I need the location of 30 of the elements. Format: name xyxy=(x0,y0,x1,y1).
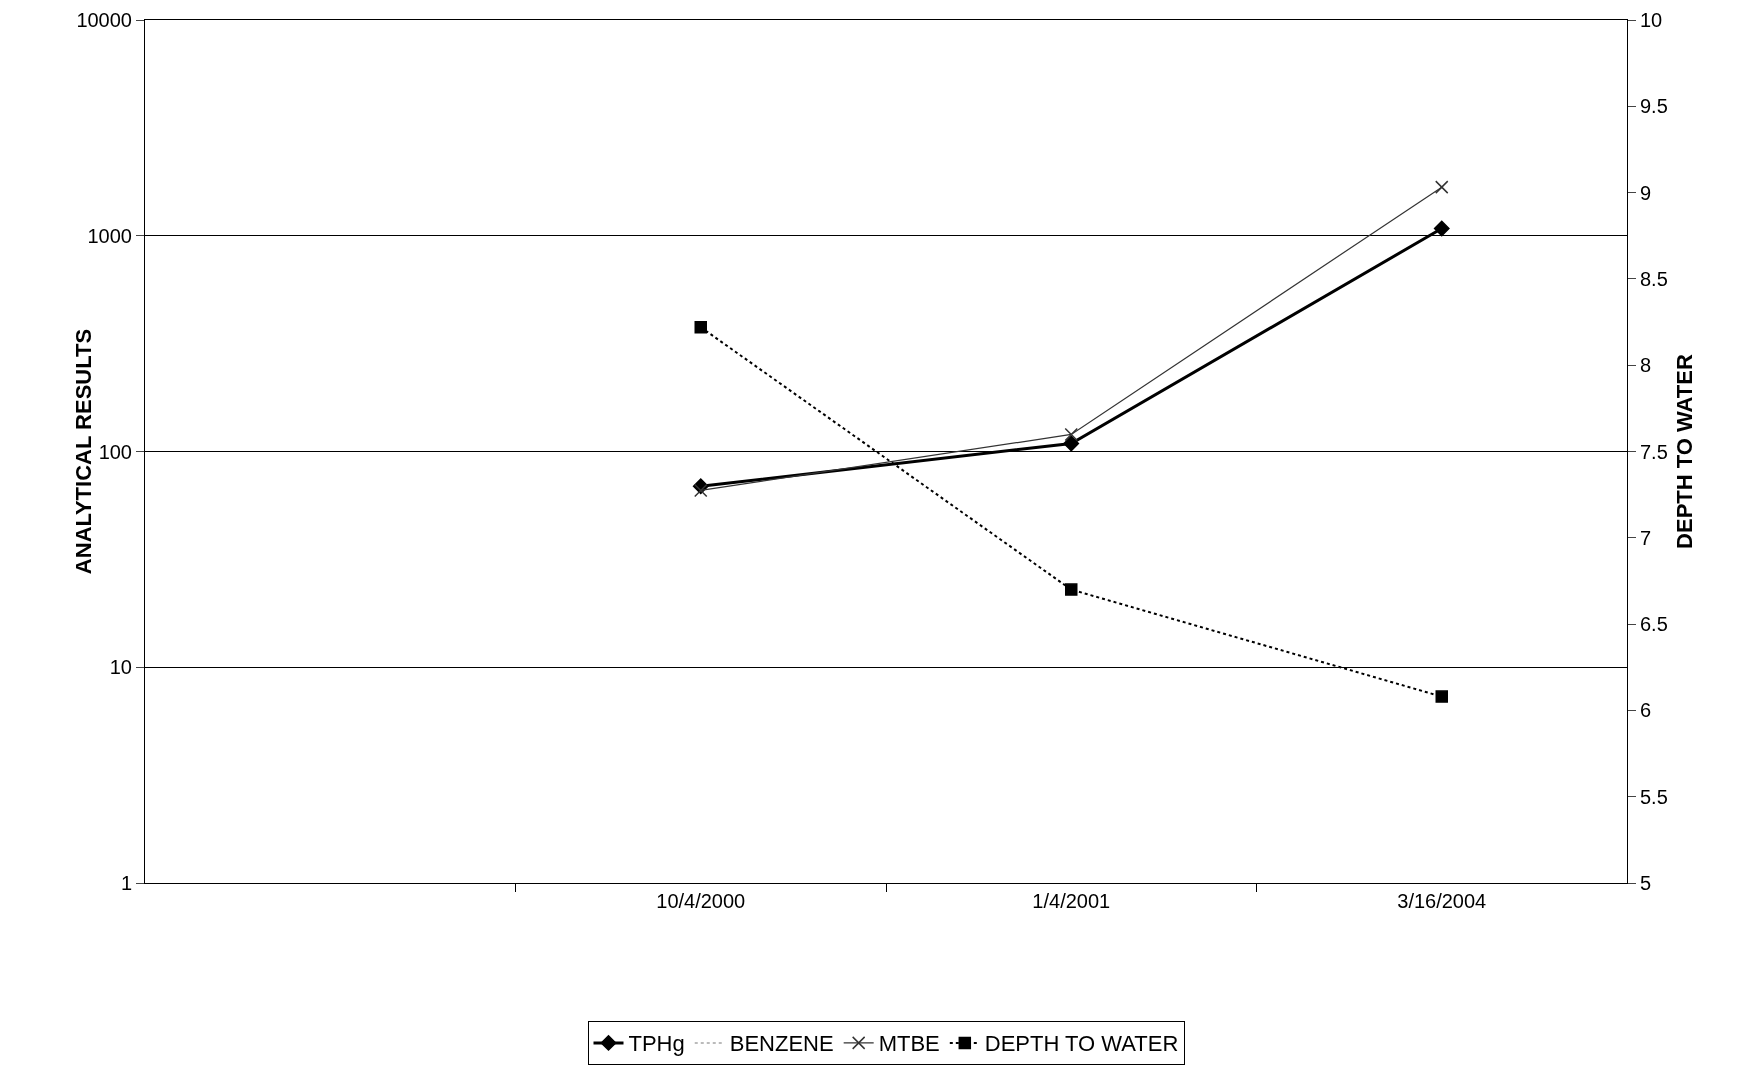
y2-axis-title: DEPTH TO WATER xyxy=(1672,354,1697,549)
point xyxy=(1435,180,1449,194)
legend-label: BENZENE xyxy=(729,1031,834,1057)
y2-tick-label: 6.5 xyxy=(1640,613,1668,636)
point xyxy=(694,483,708,498)
y2-tick-label: 10 xyxy=(1640,9,1663,31)
y2-tick-label: 7 xyxy=(1640,526,1652,549)
y-tick-label: 10000 xyxy=(76,9,132,31)
y2-tick-label: 7.5 xyxy=(1640,440,1668,463)
y2-tick-label: 8 xyxy=(1640,354,1652,377)
x-tick-label: 1/4/2001 xyxy=(1032,890,1111,912)
y2-tick-label: 9.5 xyxy=(1640,95,1668,118)
y-tick-label: 100 xyxy=(98,440,132,463)
y2-tick-label: 8.5 xyxy=(1640,267,1668,290)
y2-tick-label: 5.5 xyxy=(1640,785,1668,808)
point xyxy=(1064,427,1078,442)
x-tick-label: 10/4/2000 xyxy=(656,890,746,912)
y2-tick-label: 5 xyxy=(1640,872,1652,894)
legend-label: DEPTH TO WATER xyxy=(984,1031,1179,1057)
legend-label: TPHg xyxy=(628,1031,685,1057)
point xyxy=(1063,435,1080,452)
y-tick-label: 10 xyxy=(109,656,132,679)
y2-tick-label: 9 xyxy=(1640,181,1652,204)
y-tick-label: 1 xyxy=(120,872,132,894)
y-tick-label: 1000 xyxy=(87,224,132,247)
y-axis-title: ANALYTICAL RESULTS xyxy=(71,328,96,575)
point xyxy=(1433,220,1450,237)
y2-tick-label: 6 xyxy=(1640,699,1652,722)
legend-label: MTBE xyxy=(878,1031,940,1057)
x-tick-label: 3/16/2004 xyxy=(1397,890,1487,912)
